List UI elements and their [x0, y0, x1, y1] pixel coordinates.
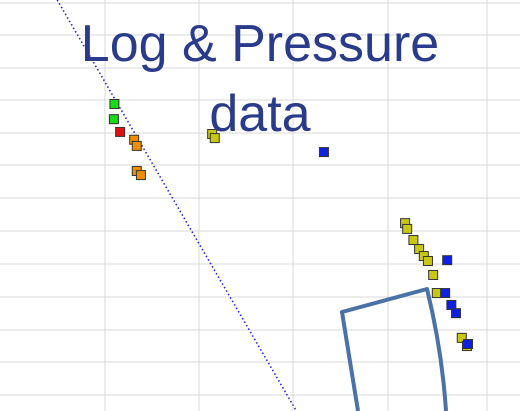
red-data-point	[115, 126, 126, 137]
orange-data-point	[135, 170, 146, 181]
yellow-data-point	[408, 235, 419, 246]
title-line-1: Log & Pressure	[80, 15, 440, 73]
orange-data-point	[131, 140, 142, 151]
yellow-data-point	[422, 255, 433, 266]
green-data-point	[108, 114, 119, 125]
blue-data-point	[451, 308, 462, 319]
trend-line	[56, 0, 298, 411]
yellow-data-point	[402, 223, 413, 234]
yellow-data-point	[428, 269, 439, 280]
outline-shape	[340, 287, 448, 411]
blue-data-point	[442, 255, 453, 266]
blue-data-point	[318, 147, 329, 158]
green-data-point	[109, 98, 120, 109]
data-points	[108, 98, 473, 352]
blue-data-point	[463, 339, 473, 350]
blue-data-point	[440, 288, 451, 299]
title-line-2: data	[209, 85, 311, 143]
yellow-data-point	[456, 332, 467, 343]
yellow-data-point	[209, 133, 220, 144]
yellow-data-point	[431, 288, 442, 299]
blue-data-point	[446, 299, 457, 310]
